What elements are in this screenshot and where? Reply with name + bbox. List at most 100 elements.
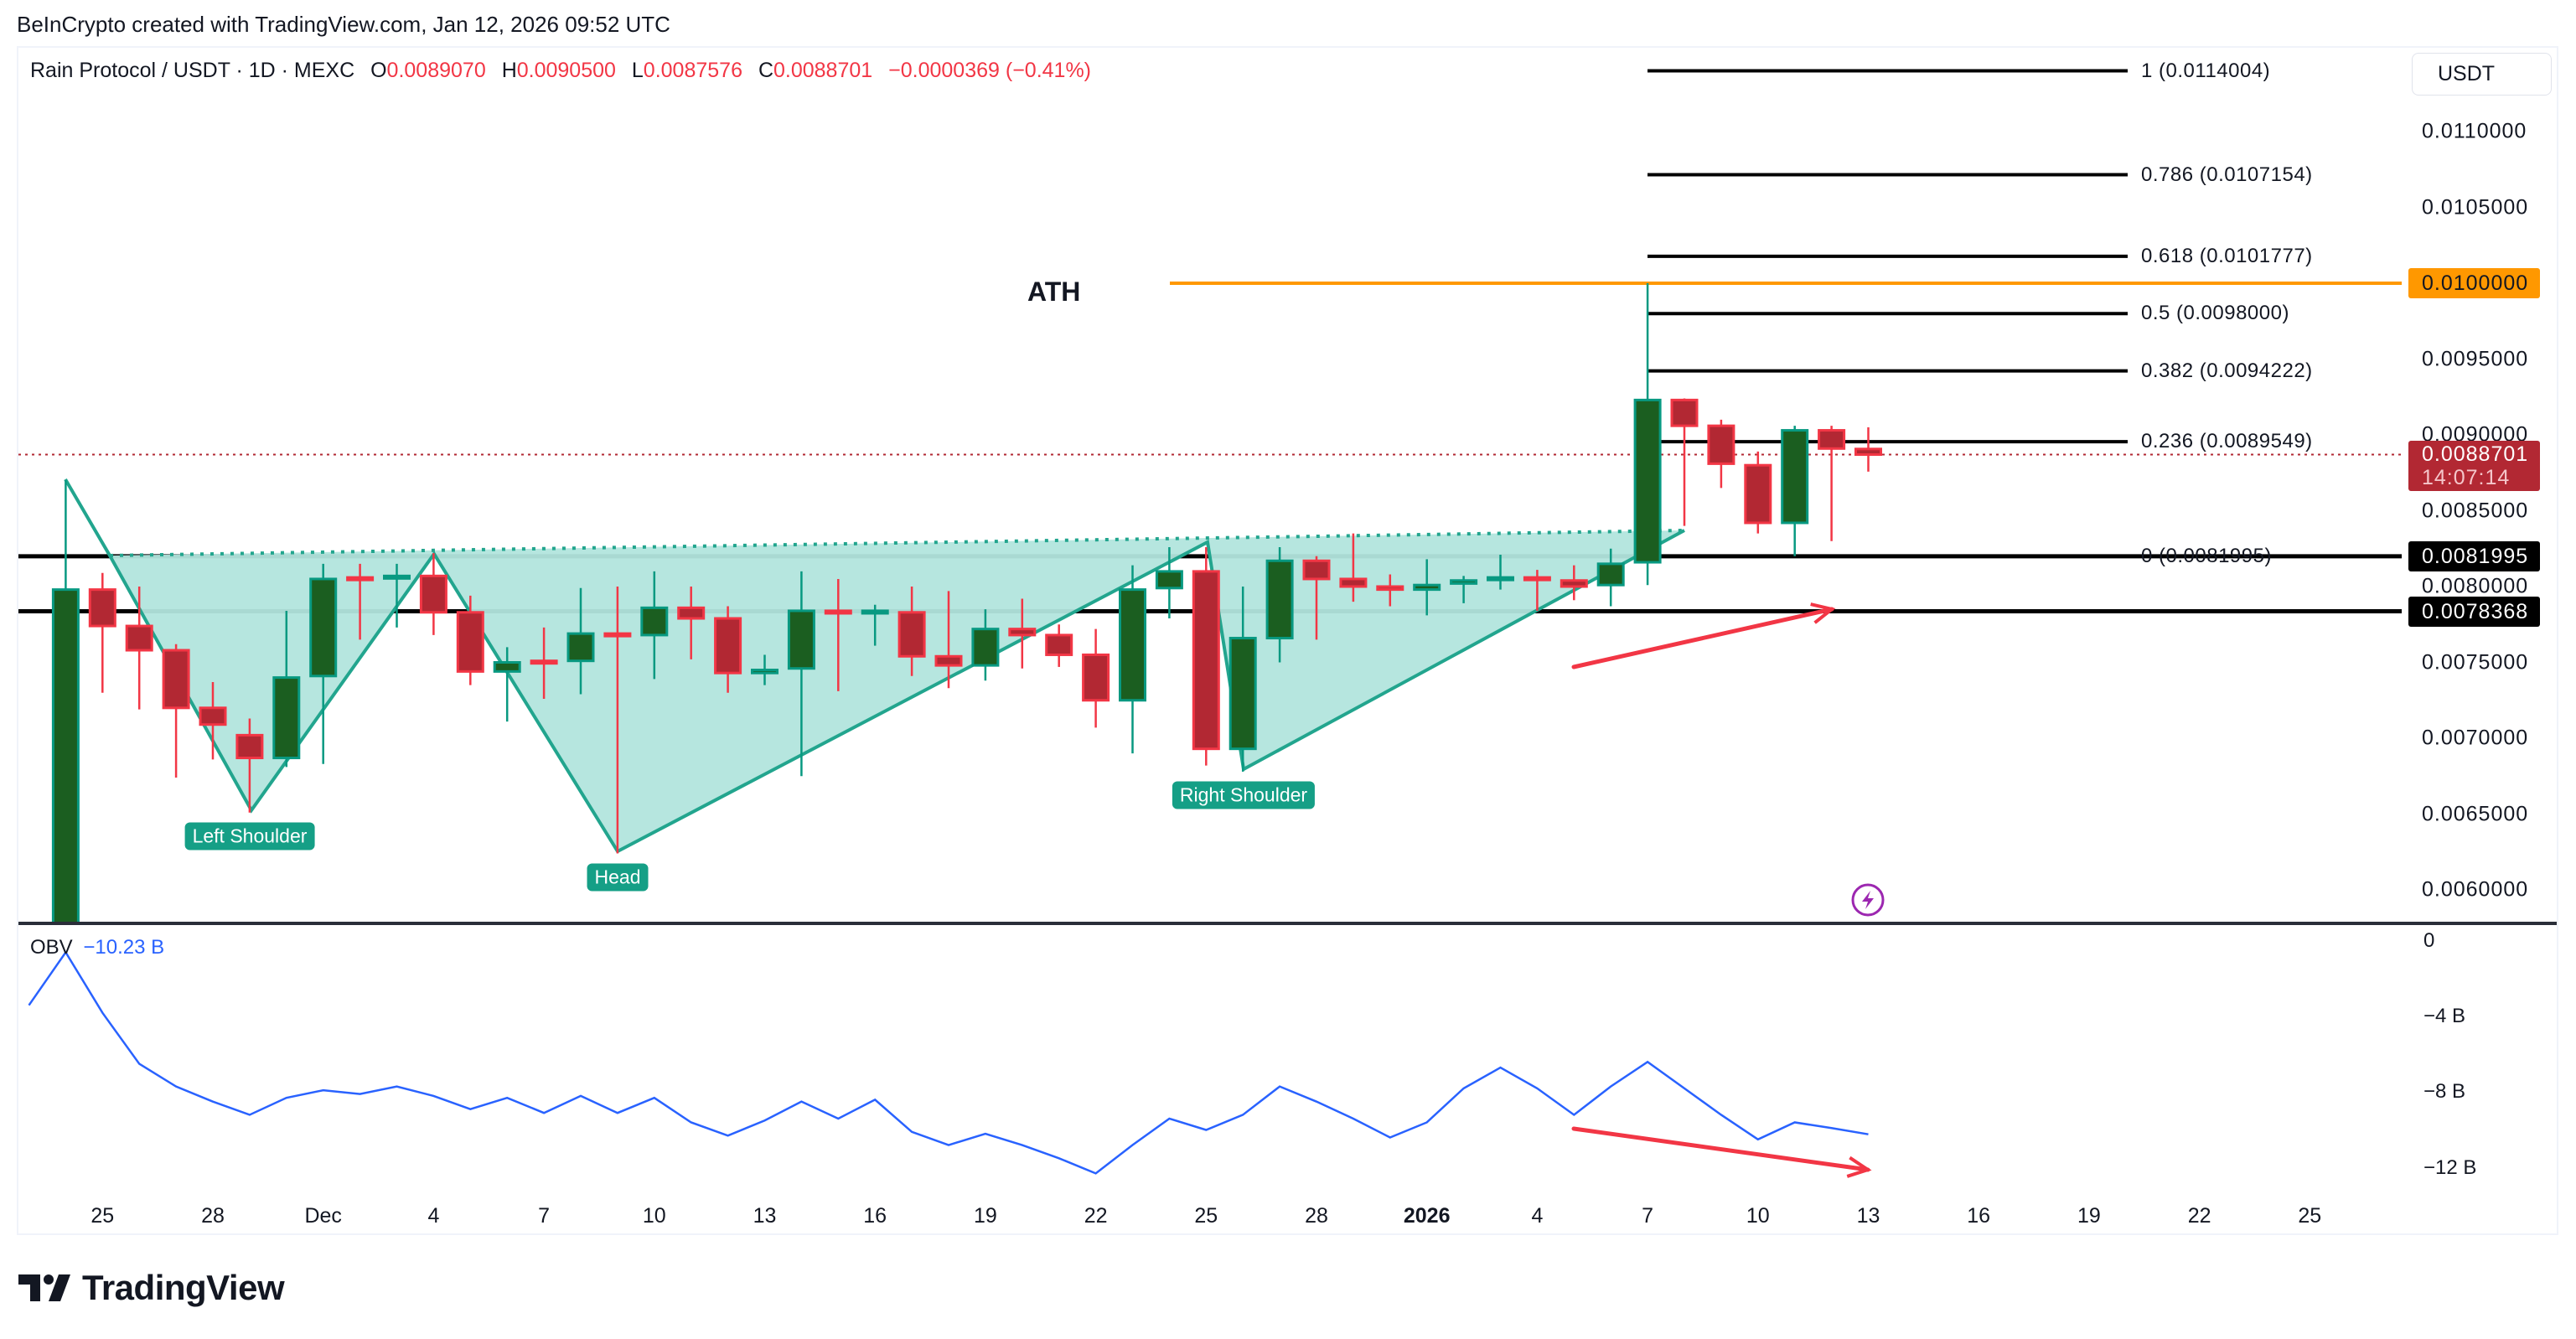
candle [1155, 546, 1183, 619]
price-tick: 0.0105000 [2422, 195, 2529, 219]
candle-body [1670, 398, 1699, 427]
candle [493, 647, 521, 722]
obv-title: OBV [30, 936, 73, 959]
arrow-head [1846, 1155, 1872, 1178]
neckline-price-badge: 0.0081995 [2408, 540, 2540, 571]
candle [1008, 598, 1037, 669]
close-value: 0.0088701 [773, 59, 873, 82]
candle [1596, 548, 1625, 607]
candle-body [824, 609, 852, 615]
candle-body [530, 659, 558, 665]
candle [272, 610, 301, 768]
tradingview-logo[interactable]: TradingView [18, 1268, 285, 1308]
candle [383, 563, 411, 628]
time-tick: 10 [1746, 1204, 1770, 1228]
bar-countdown: 14:07:14 [2422, 465, 2511, 489]
head-shoulders-fill [110, 530, 1684, 851]
candle-body [1155, 570, 1183, 590]
candle-body [1376, 585, 1404, 592]
time-tick: 19 [2077, 1204, 2101, 1228]
candle [897, 587, 926, 676]
ath-label[interactable]: ATH [1027, 277, 1081, 307]
candle-body [456, 611, 484, 673]
candle [199, 682, 227, 760]
candle-body [1339, 577, 1368, 588]
fib-label: 0.382 (0.0094222) [2141, 359, 2313, 382]
candle [1854, 427, 1882, 472]
candle [1045, 624, 1073, 667]
candle-body [346, 576, 375, 582]
price-tick: 0.0075000 [2422, 650, 2529, 674]
candle-body [1707, 424, 1735, 465]
fib-label: 1 (0.0114004) [2141, 59, 2271, 82]
candle-body [1450, 579, 1478, 585]
candle [1633, 283, 1662, 586]
time-tick: 22 [1084, 1204, 1108, 1228]
candle-body [714, 617, 742, 675]
drawing-overlay [1571, 602, 1885, 1178]
candle-body [1854, 447, 1882, 457]
candle-body [199, 706, 227, 726]
candle-body [934, 654, 963, 667]
symbol-title[interactable]: Rain Protocol / USDT · 1D · MEXC [30, 59, 355, 82]
candle-body [272, 676, 301, 760]
time-tick: Dec [304, 1204, 342, 1228]
candle-body [383, 574, 411, 580]
candle-body [1265, 559, 1294, 640]
candle-body [1523, 576, 1551, 582]
high-value: 0.0090500 [516, 59, 616, 82]
candle [787, 571, 815, 777]
candle [530, 627, 558, 699]
candle [125, 587, 153, 710]
head-label[interactable]: Head [587, 863, 649, 892]
obv-tick: −12 B [2423, 1155, 2477, 1179]
candle [162, 644, 190, 778]
obv-value: −10.23 B [83, 936, 165, 959]
lightning-icon-bolt [1862, 891, 1874, 909]
candle-body [787, 609, 815, 670]
arrow-shaft [1571, 1126, 1870, 1172]
neckline-dotted [109, 529, 1685, 557]
candle [1744, 451, 1772, 534]
time-tick: 13 [753, 1204, 777, 1228]
fib-label: 0.786 (0.0107154) [2141, 163, 2313, 186]
candle [1560, 565, 1588, 601]
candle-body [1560, 579, 1588, 588]
candle [971, 609, 1000, 681]
candle [1119, 565, 1146, 754]
time-tick: 13 [1856, 1204, 1880, 1228]
candle-body [1082, 653, 1110, 702]
price-tick: 0.0065000 [2422, 802, 2529, 825]
right-shoulder-label[interactable]: Right Shoulder [1172, 781, 1316, 809]
tradingview-logo-icon [18, 1274, 70, 1301]
arrow-head [1810, 602, 1836, 624]
candle-body [1413, 583, 1441, 592]
candle-body [1192, 570, 1220, 751]
candle [603, 587, 632, 854]
candle [1265, 546, 1294, 663]
ath-price-badge: 0.0100000 [2408, 268, 2540, 298]
candle-body [1229, 637, 1257, 751]
candle-body [1008, 628, 1037, 637]
candle [419, 553, 447, 635]
symbol-legend: Rain Protocol / USDT · 1D · MEXC O0.0089… [30, 59, 1091, 83]
candle [1670, 398, 1699, 526]
time-tick: 22 [2187, 1204, 2211, 1228]
price-tick: 0.0060000 [2422, 877, 2529, 902]
candle [566, 587, 595, 695]
low-value: 0.0087576 [643, 59, 742, 82]
close-label: C [758, 59, 773, 82]
price-tick: 0.0070000 [2422, 726, 2529, 750]
time-tick: 2026 [1403, 1204, 1451, 1228]
left-shoulder-label[interactable]: Left Shoulder [184, 822, 315, 850]
candle [1192, 546, 1220, 766]
time-tick: 7 [1642, 1204, 1654, 1228]
candle [1302, 556, 1331, 640]
obv-legend[interactable]: OBV −10.23 B [30, 936, 164, 959]
candle-body [971, 628, 1000, 667]
high-label: H [501, 59, 517, 82]
candle [1339, 533, 1368, 602]
currency-button[interactable]: USDT [2412, 53, 2552, 96]
price-tick: 0.0095000 [2422, 347, 2529, 370]
